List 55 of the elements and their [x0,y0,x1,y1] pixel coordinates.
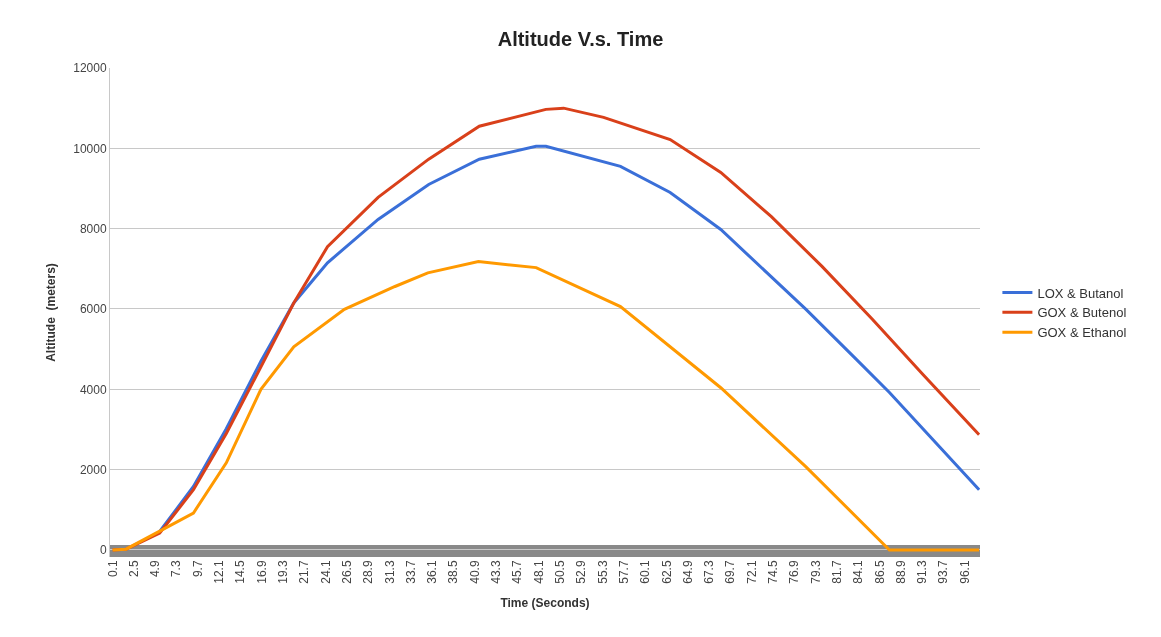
x-tick-label: 76.9 [787,560,802,584]
x-tick-label: 36.1 [425,560,440,584]
x-tick-label: 12.1 [212,560,227,584]
x-tick-label: 88.9 [893,560,908,584]
x-tick-label: 86.5 [872,560,887,584]
x-tick-label: 14.5 [233,560,248,584]
x-tick-label: 43.3 [489,560,504,584]
x-axis-title: Time (Seconds) [500,595,590,610]
x-tick-label: 67.3 [702,560,717,584]
x-tick-label: 24.1 [318,560,333,584]
x-tick-label: 19.3 [276,560,291,584]
x-tick-label: 4.9 [148,560,163,578]
x-tick-label: 40.9 [467,560,482,584]
x-tick-label: 93.7 [936,560,951,584]
x-tick-label: 72.1 [744,560,759,584]
y-tick-label: 6000 [79,302,107,317]
y-tick-label: 12000 [73,61,107,76]
y-tick-label: 4000 [79,382,107,397]
x-tick-label: 31.3 [382,560,397,584]
chart-title: Altitude V.s. Time [497,27,664,50]
x-tick-label: 79.3 [808,560,823,584]
x-tick-label: 28.9 [361,560,376,584]
x-tick-label: 62.5 [659,560,674,584]
y-axis-title: Altitude (meters) [43,263,58,362]
line-series [111,260,980,552]
y-tick-label: 2000 [79,462,107,477]
x-tick-label: 52.9 [574,560,589,584]
x-tick-label: 26.5 [339,560,354,584]
x-tick-label: 69.7 [723,560,738,584]
x-tick-label: 45.7 [510,560,525,584]
x-tick-label: 96.1 [957,560,972,584]
x-tick-label: 60.1 [638,560,653,584]
x-tick-label: 74.5 [766,560,781,584]
x-tick-label: 9.7 [190,560,205,578]
x-tick-label: 84.1 [851,560,866,584]
legend-label: GOX & Butenol [1037,305,1127,321]
x-tick-label: 38.5 [446,560,461,584]
y-tick-label: 0 [99,543,107,558]
x-tick-label: 57.7 [616,560,631,584]
legend-label: LOX & Butanol [1037,285,1124,301]
x-tick-label: 33.7 [403,560,418,584]
x-tick-label: 7.3 [169,560,184,578]
x-tick-label: 81.7 [829,560,844,584]
x-tick-label: 0.1 [105,560,120,578]
x-tick-label: 55.3 [595,560,610,584]
y-tick-label: 10000 [73,141,107,156]
legend-label: GOX & Ethanol [1037,325,1127,341]
x-tick-label: 2.5 [126,560,141,578]
y-tick-label: 8000 [79,221,107,236]
x-tick-label: 48.1 [531,560,546,584]
x-tick-label: 91.3 [915,560,930,584]
x-tick-label: 50.5 [552,560,567,584]
x-tick-label: 64.9 [680,560,695,584]
x-tick-label: 16.9 [254,560,269,584]
x-tick-label: 21.7 [297,560,312,584]
